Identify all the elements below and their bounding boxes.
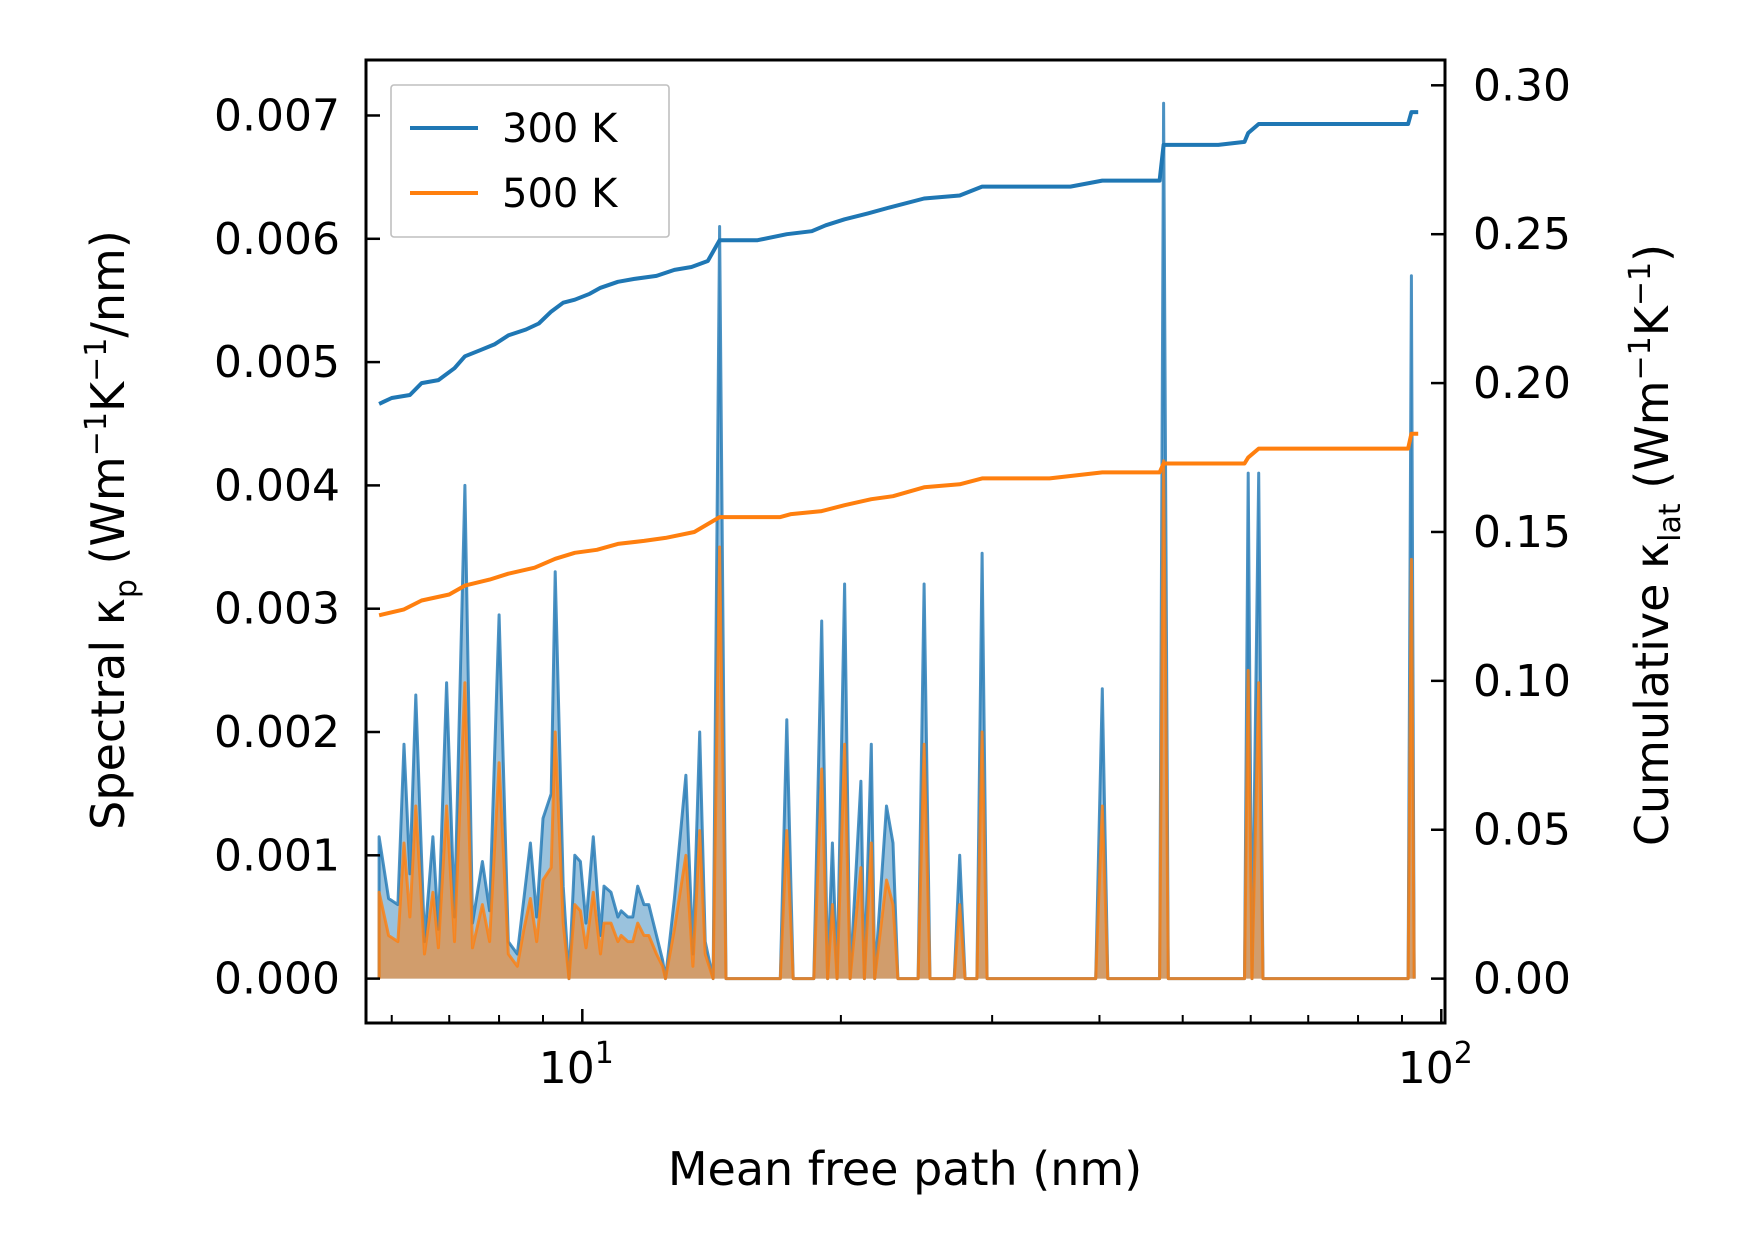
cumulative-line-0 (378, 110, 1419, 406)
y-tick-label-left: 0.005 (214, 337, 340, 388)
x-axis-title: Mean free path (nm) (668, 1142, 1142, 1196)
y-tick-label-left: 0.006 (214, 214, 340, 265)
plot-frame (364, 58, 1447, 1025)
y-tick-label-left: 0.001 (214, 830, 340, 881)
spectral-line-0 (377, 101, 1416, 981)
spectral-fill-1 (379, 460, 1415, 979)
y-tick-label-left: 0.002 (214, 707, 340, 758)
y-tick-label-left: 0.004 (214, 460, 340, 511)
y-tick-label-left: 0.000 (214, 954, 340, 1005)
y-axis-title-right: Cumulative κlat (Wm−1K−1) (1623, 244, 1688, 846)
y-axis-title-left: Spectral κp (Wm−1K−1/nm) (79, 230, 144, 830)
plot-area (377, 101, 1419, 981)
y-tick-label-right: 0.20 (1473, 358, 1571, 409)
y-tick-label-right: 0.25 (1473, 209, 1571, 260)
ticks-layer (366, 84, 1445, 1023)
y-tick-label-right: 0.00 (1473, 954, 1571, 1005)
legend-label-300k: 300 K (502, 106, 619, 152)
y-tick-label-right: 0.05 (1473, 805, 1571, 856)
x-tick-label: 102 (1398, 1036, 1473, 1094)
cumulative-line-1 (378, 431, 1419, 618)
y-tick-label-left: 0.003 (214, 584, 340, 635)
spectral-line-1 (377, 459, 1416, 981)
y-tick-label-right: 0.30 (1473, 60, 1571, 111)
y-tick-label-right: 0.10 (1473, 656, 1571, 707)
spectral-fill-0 (379, 103, 1415, 979)
x-tick-label: 101 (539, 1036, 614, 1094)
y-tick-label-right: 0.15 (1473, 507, 1571, 558)
y-tick-label-left: 0.007 (214, 90, 340, 141)
legend: 300 K 500 K (390, 84, 670, 238)
legend-box (390, 84, 670, 238)
legend-label-500k: 500 K (502, 171, 619, 217)
